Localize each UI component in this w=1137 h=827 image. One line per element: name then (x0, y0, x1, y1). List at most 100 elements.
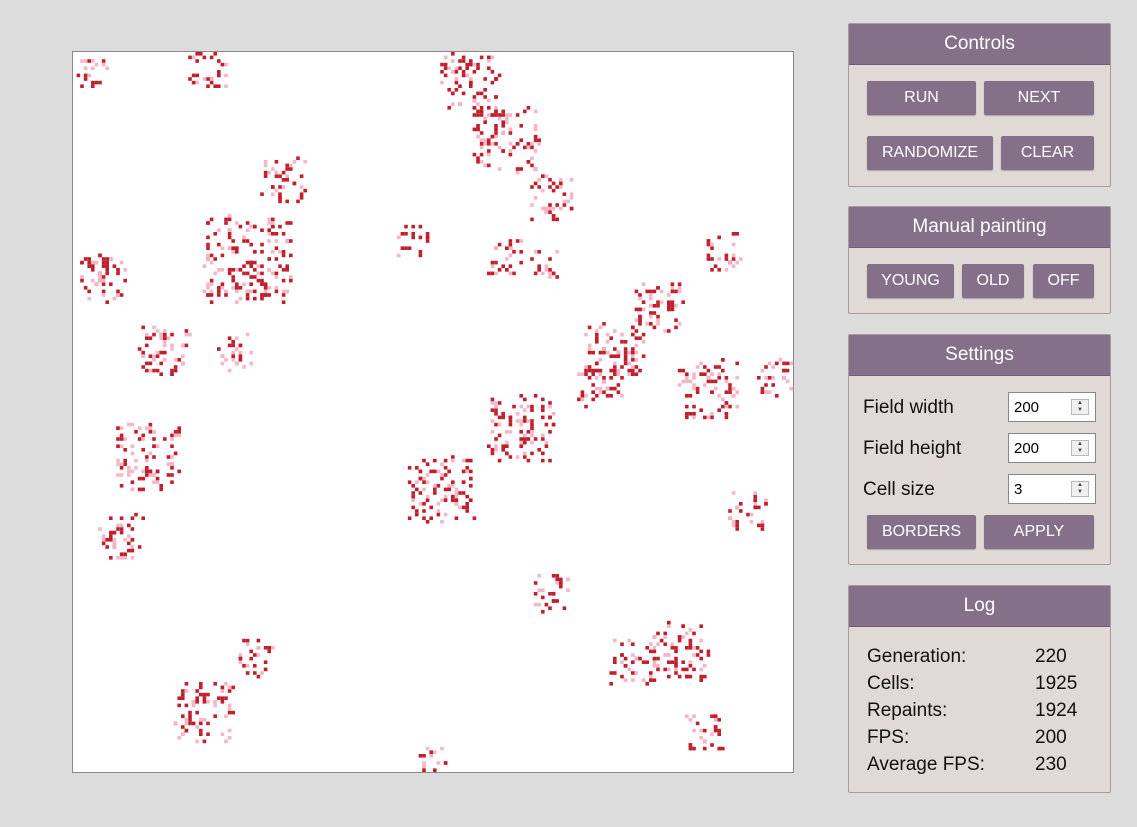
field-width-input[interactable] (1009, 393, 1076, 421)
cell-size-input[interactable] (1009, 475, 1076, 503)
cell (508, 113, 513, 117)
cell (206, 692, 210, 697)
field-height-input[interactable] (1009, 434, 1076, 462)
cell (181, 732, 185, 736)
cell (422, 487, 426, 492)
cell (231, 354, 235, 358)
game-field[interactable] (72, 51, 794, 773)
cell (731, 232, 736, 236)
cell (706, 242, 711, 247)
field-height-spin-arrows[interactable]: ▲ ▼ (1071, 440, 1089, 456)
field-width-spin-arrows[interactable]: ▲ ▼ (1071, 399, 1089, 415)
cell (224, 696, 228, 700)
cell (551, 271, 556, 276)
off-button[interactable]: OFF (1033, 264, 1094, 298)
cell (242, 235, 246, 240)
cell (739, 502, 743, 506)
cell (760, 390, 765, 394)
cell (638, 322, 642, 326)
cell-grid[interactable] (73, 52, 793, 772)
cell (620, 394, 624, 398)
cell (512, 271, 516, 276)
cell (623, 678, 628, 682)
spin-down-icon[interactable]: ▼ (1077, 407, 1083, 413)
cell (667, 293, 671, 297)
cell (163, 343, 167, 348)
apply-button[interactable]: APPLY (984, 515, 1094, 549)
clear-button[interactable]: CLEAR (1001, 136, 1094, 170)
cell (227, 246, 232, 250)
cell (706, 239, 711, 243)
cell (170, 455, 174, 459)
cell (209, 77, 214, 81)
cell (710, 242, 714, 247)
cell (609, 386, 613, 391)
spin-down-icon[interactable]: ▼ (1077, 489, 1083, 495)
cell (404, 232, 408, 236)
cell (631, 365, 635, 369)
cell (170, 462, 174, 466)
cell (602, 390, 606, 394)
cell (490, 401, 495, 405)
cell (613, 365, 617, 369)
cell (206, 286, 210, 290)
cell (490, 419, 495, 423)
spin-up-icon[interactable]: ▲ (1077, 441, 1083, 447)
cell (209, 217, 214, 222)
cell (476, 62, 480, 67)
cell (631, 350, 635, 355)
cell (256, 638, 261, 643)
cell (155, 354, 160, 358)
borders-button[interactable]: BORDERS (867, 515, 976, 549)
cell (116, 268, 120, 272)
spin-down-icon[interactable]: ▼ (1077, 448, 1083, 454)
cell (116, 271, 120, 276)
field-width-stepper[interactable]: ▲ ▼ (1008, 392, 1096, 422)
cell (289, 275, 293, 279)
spin-up-icon[interactable]: ▲ (1077, 482, 1083, 488)
cell (616, 383, 621, 387)
cell (634, 350, 639, 355)
cell (425, 232, 430, 236)
cell (191, 703, 196, 708)
cell (731, 520, 736, 524)
cell (112, 264, 117, 268)
cell (717, 376, 721, 380)
cell (274, 289, 279, 294)
cell (209, 260, 214, 265)
cell (602, 322, 606, 326)
cell-size-stepper[interactable]: ▲ ▼ (1008, 474, 1096, 504)
cell (663, 329, 667, 333)
cell (105, 300, 109, 304)
next-button[interactable]: NEXT (984, 81, 1094, 115)
run-button[interactable]: RUN (867, 81, 976, 115)
cell (667, 674, 671, 679)
cell-size-spin-arrows[interactable]: ▲ ▼ (1071, 481, 1089, 497)
young-button[interactable]: YOUNG (867, 264, 954, 298)
cell (101, 59, 106, 63)
cell (188, 714, 192, 718)
cell (188, 710, 192, 715)
cell (551, 188, 556, 193)
cell (487, 59, 491, 63)
cell (436, 484, 441, 488)
cell (267, 232, 271, 236)
cell (98, 271, 102, 276)
cell (202, 55, 207, 60)
cell (289, 221, 293, 225)
cell (411, 505, 415, 510)
field-height-stepper[interactable]: ▲ ▼ (1008, 433, 1096, 463)
cell (130, 487, 135, 492)
cell (508, 246, 513, 250)
cell (483, 95, 487, 99)
randomize-button[interactable]: RANDOMIZE (867, 136, 993, 170)
cell (753, 502, 757, 506)
cell (731, 386, 736, 391)
cell (235, 250, 239, 254)
cell (490, 113, 495, 117)
spin-up-icon[interactable]: ▲ (1077, 400, 1083, 406)
cell (598, 368, 603, 373)
old-button[interactable]: OLD (962, 264, 1024, 298)
cell (217, 293, 221, 297)
cell (670, 289, 675, 294)
